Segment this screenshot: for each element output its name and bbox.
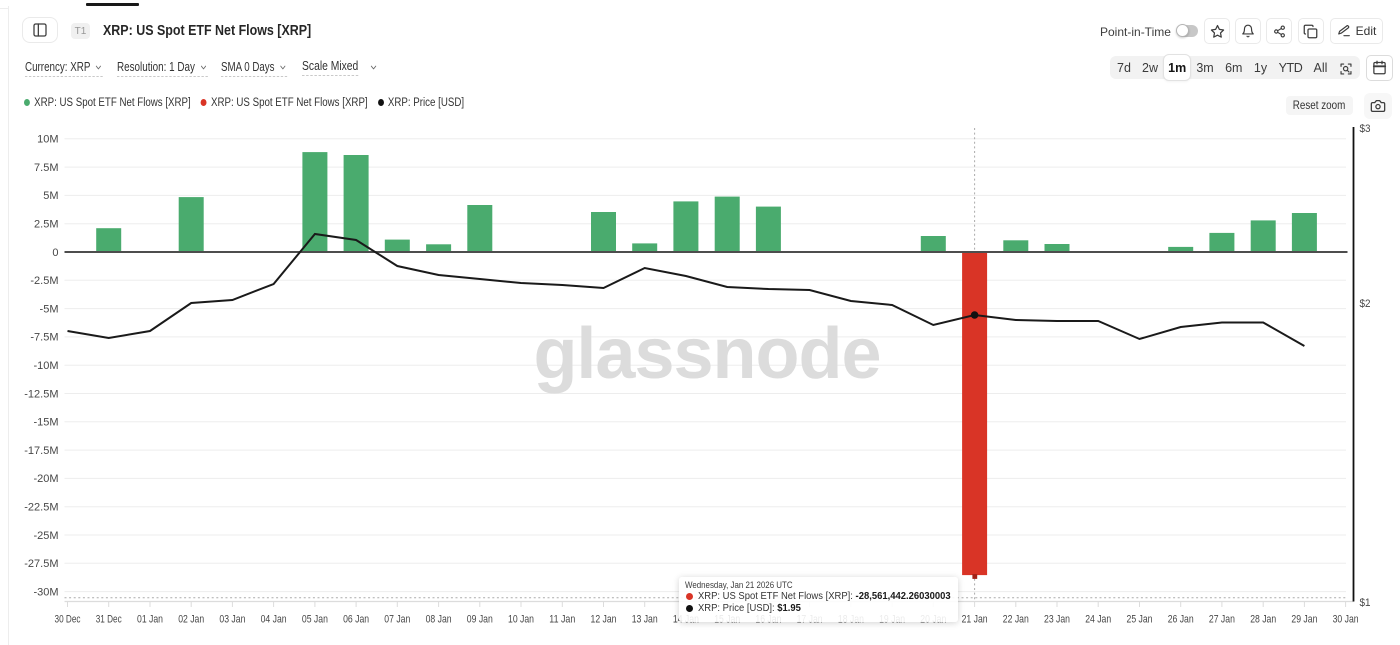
svg-text:30 Dec: 30 Dec (55, 614, 81, 626)
svg-text:-25M: -25M (33, 530, 58, 542)
svg-text:01 Jan: 01 Jan (137, 614, 163, 626)
svg-text:-10M: -10M (33, 360, 58, 372)
svg-text:02 Jan: 02 Jan (178, 614, 204, 626)
svg-text:12 Jan: 12 Jan (591, 614, 617, 626)
svg-text:30 Jan: 30 Jan (1333, 614, 1359, 626)
svg-text:10 Jan: 10 Jan (508, 614, 534, 626)
svg-text:04 Jan: 04 Jan (261, 614, 287, 626)
svg-text:-2.5M: -2.5M (30, 275, 58, 287)
svg-text:24 Jan: 24 Jan (1085, 614, 1111, 626)
svg-text:-27.5M: -27.5M (24, 558, 58, 570)
svg-text:31 Dec: 31 Dec (96, 614, 122, 626)
svg-text:27 Jan: 27 Jan (1209, 614, 1235, 626)
svg-text:10M: 10M (37, 134, 58, 146)
svg-text:5M: 5M (43, 190, 58, 202)
svg-text:13 Jan: 13 Jan (632, 614, 658, 626)
svg-text:06 Jan: 06 Jan (343, 614, 369, 626)
svg-text:09 Jan: 09 Jan (467, 614, 493, 626)
svg-text:25 Jan: 25 Jan (1127, 614, 1153, 626)
svg-text:26 Jan: 26 Jan (1168, 614, 1194, 626)
svg-text:$2: $2 (1360, 298, 1371, 310)
svg-text:-12.5M: -12.5M (24, 388, 58, 400)
svg-text:-20M: -20M (33, 473, 58, 485)
svg-text:08 Jan: 08 Jan (426, 614, 452, 626)
svg-text:-30M: -30M (33, 586, 58, 598)
svg-text:$1: $1 (1360, 597, 1371, 609)
svg-text:-22.5M: -22.5M (24, 502, 58, 514)
svg-text:11 Jan: 11 Jan (549, 614, 575, 626)
svg-text:22 Jan: 22 Jan (1003, 614, 1029, 626)
svg-text:-15M: -15M (33, 417, 58, 429)
svg-text:-17.5M: -17.5M (24, 445, 58, 457)
svg-text:23 Jan: 23 Jan (1044, 614, 1070, 626)
svg-text:-7.5M: -7.5M (30, 332, 58, 344)
svg-text:21 Jan: 21 Jan (962, 614, 988, 626)
svg-text:05 Jan: 05 Jan (302, 614, 328, 626)
svg-text:7.5M: 7.5M (34, 162, 58, 174)
svg-text:$3: $3 (1360, 123, 1371, 135)
svg-text:28 Jan: 28 Jan (1250, 614, 1276, 626)
svg-text:29 Jan: 29 Jan (1291, 614, 1317, 626)
svg-text:glassnode: glassnode (533, 314, 880, 394)
svg-text:-5M: -5M (40, 303, 59, 315)
svg-text:07 Jan: 07 Jan (384, 614, 410, 626)
svg-text:03 Jan: 03 Jan (219, 614, 245, 626)
svg-text:2.5M: 2.5M (34, 219, 58, 231)
svg-text:0: 0 (52, 247, 58, 259)
